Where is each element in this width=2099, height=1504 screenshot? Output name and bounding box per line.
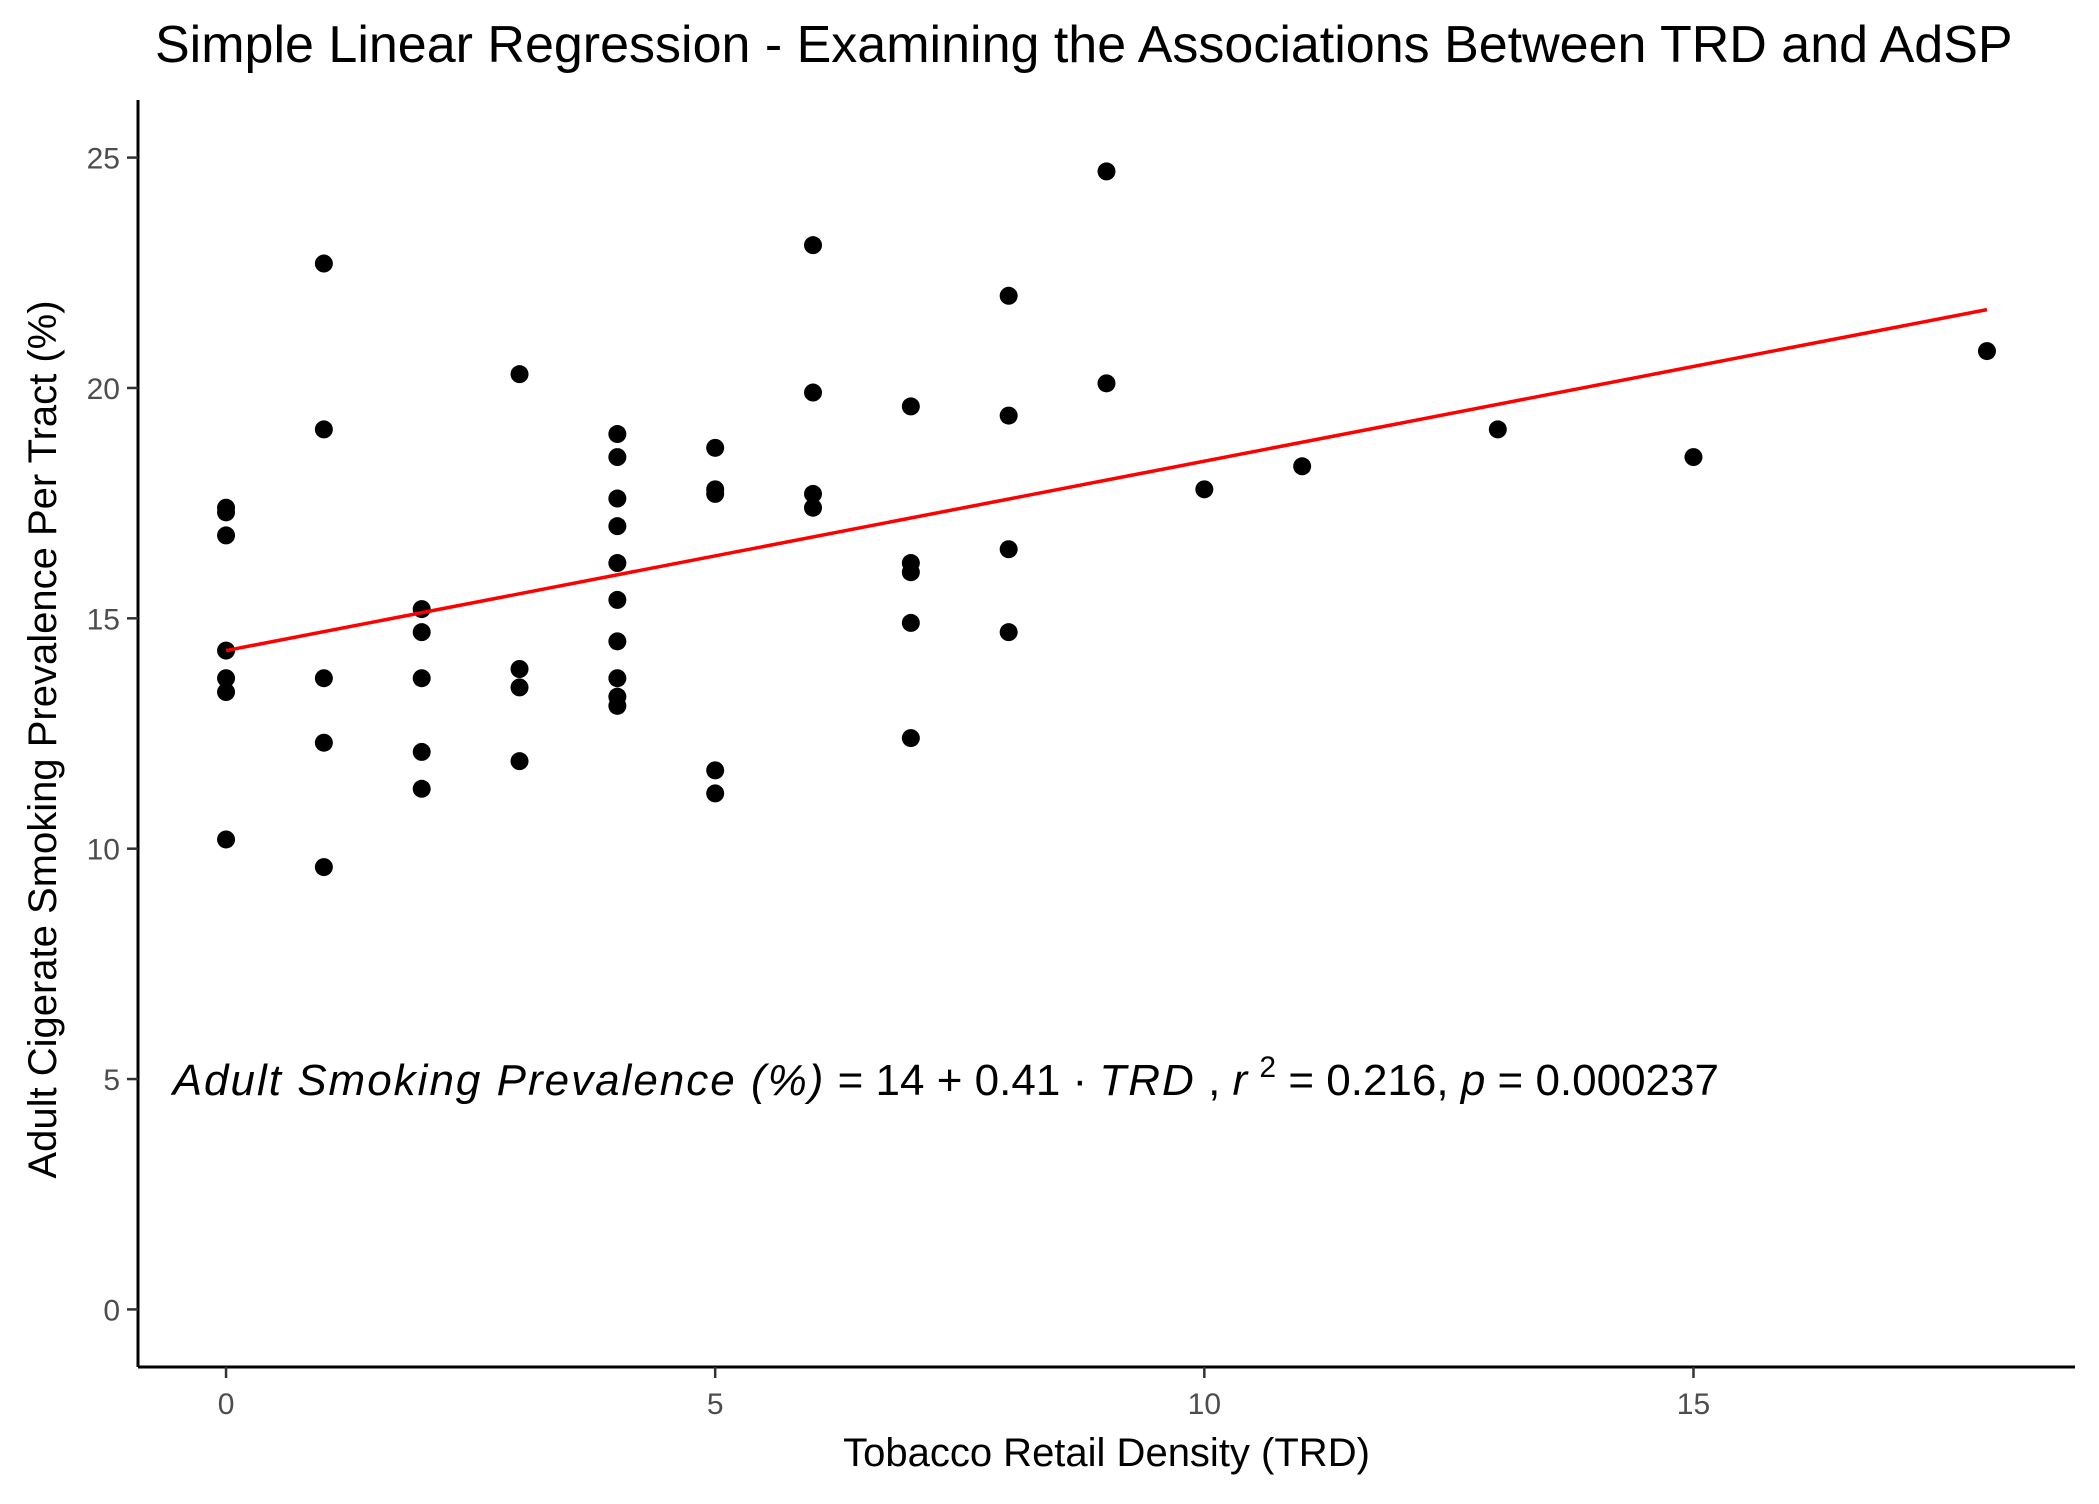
y-tick-label: 25 xyxy=(87,143,120,176)
data-point xyxy=(804,498,823,517)
data-point xyxy=(314,254,333,273)
data-point xyxy=(510,659,529,678)
data-point xyxy=(217,503,236,522)
data-point xyxy=(999,406,1018,425)
y-tick-label: 20 xyxy=(87,373,120,406)
data-point xyxy=(510,752,529,771)
equation-part-2: = 0.216, xyxy=(1288,1056,1460,1105)
equation-variable: TRD xyxy=(1099,1056,1195,1105)
data-points xyxy=(217,162,1996,877)
axes xyxy=(136,100,2075,1369)
x-tick-label: 10 xyxy=(1188,1388,1221,1421)
data-point xyxy=(217,830,236,849)
data-point xyxy=(901,729,920,748)
data-point xyxy=(706,438,725,457)
y-ticks: 0 5 10 15 20 25 xyxy=(87,143,138,1327)
data-point xyxy=(608,590,627,609)
data-point xyxy=(412,779,431,798)
data-point xyxy=(510,678,529,697)
data-point xyxy=(217,526,236,545)
equation-lhs: Adult Smoking Prevalence (%) xyxy=(170,1056,826,1105)
data-point xyxy=(608,517,627,536)
x-axis-title: Tobacco Retail Density (TRD) xyxy=(843,1431,1370,1475)
x-tick-label: 5 xyxy=(707,1388,724,1421)
data-point xyxy=(412,742,431,761)
data-point xyxy=(1097,162,1116,181)
data-point xyxy=(608,554,627,573)
data-point xyxy=(608,489,627,508)
data-point xyxy=(1488,420,1507,439)
chart-title: Simple Linear Regression - Examining the… xyxy=(155,16,2013,74)
data-point xyxy=(706,484,725,503)
data-point xyxy=(1684,448,1703,467)
x-tick-label: 0 xyxy=(218,1388,235,1421)
x-tick-label: 15 xyxy=(1677,1388,1710,1421)
data-point xyxy=(1977,342,1996,361)
data-point xyxy=(608,448,627,467)
equation-p: p xyxy=(1459,1056,1485,1105)
equation-part-3: = 0.000237 xyxy=(1498,1056,1719,1105)
data-point xyxy=(706,761,725,780)
y-tick-label: 15 xyxy=(87,603,120,636)
data-point xyxy=(412,623,431,642)
data-point xyxy=(901,397,920,416)
data-point xyxy=(804,236,823,255)
data-point xyxy=(314,669,333,688)
data-point xyxy=(804,484,823,503)
data-point xyxy=(314,858,333,877)
data-point xyxy=(608,425,627,444)
y-tick-label: 5 xyxy=(103,1064,120,1097)
data-point xyxy=(901,613,920,632)
regression-equation: Adult Smoking Prevalence (%) = 14 + 0.41… xyxy=(170,1038,1719,1105)
data-point xyxy=(217,683,236,702)
data-point xyxy=(1195,480,1214,499)
y-tick-label: 0 xyxy=(103,1294,120,1327)
equation-part-1: = 14 + 0.41 · xyxy=(838,1056,1100,1105)
data-point xyxy=(314,420,333,439)
data-point xyxy=(608,696,627,715)
equation-separator: , xyxy=(1208,1056,1232,1105)
data-point xyxy=(804,383,823,402)
data-point xyxy=(412,669,431,688)
data-point xyxy=(510,365,529,384)
regression-line xyxy=(225,307,1988,653)
data-point xyxy=(999,540,1018,559)
data-point xyxy=(901,563,920,582)
x-ticks: 0 5 10 15 xyxy=(218,1367,1710,1421)
data-point xyxy=(999,623,1018,642)
data-point xyxy=(1293,457,1312,476)
equation-r-exponent: 2 xyxy=(1259,1051,1276,1084)
equation-r: r xyxy=(1233,1056,1250,1105)
data-point xyxy=(608,632,627,651)
data-point xyxy=(217,669,236,688)
data-point xyxy=(706,784,725,803)
data-point xyxy=(1097,374,1116,393)
data-point xyxy=(608,669,627,688)
data-point xyxy=(314,733,333,752)
y-tick-label: 10 xyxy=(87,834,120,867)
y-axis-title: Adult Cigerate Smoking Prevalence Per Tr… xyxy=(21,300,65,1178)
data-point xyxy=(999,286,1018,305)
